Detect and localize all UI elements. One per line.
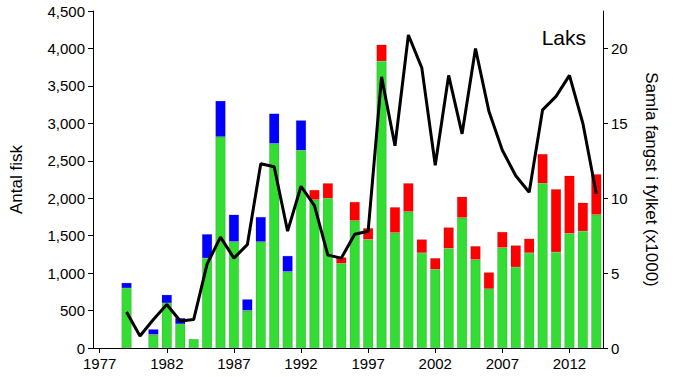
svg-text:1,000: 1,000 <box>47 265 85 282</box>
svg-text:1977: 1977 <box>83 355 116 372</box>
svg-text:0: 0 <box>611 340 619 357</box>
svg-text:2007: 2007 <box>486 355 519 372</box>
svg-text:2012: 2012 <box>553 355 586 372</box>
svg-text:0: 0 <box>77 340 85 357</box>
svg-text:Antal fisk: Antal fisk <box>7 145 26 214</box>
svg-text:2,500: 2,500 <box>47 152 85 169</box>
svg-text:1997: 1997 <box>351 355 384 372</box>
svg-text:3,500: 3,500 <box>47 77 85 94</box>
svg-text:2,000: 2,000 <box>47 190 85 207</box>
svg-text:3,000: 3,000 <box>47 115 85 132</box>
svg-text:4,500: 4,500 <box>47 3 85 20</box>
svg-text:1987: 1987 <box>217 355 250 372</box>
svg-text:1,500: 1,500 <box>47 227 85 244</box>
svg-text:500: 500 <box>60 302 85 319</box>
svg-text:4,000: 4,000 <box>47 40 85 57</box>
svg-text:20: 20 <box>611 40 628 57</box>
svg-text:Samla fangst i fylket (x1000): Samla fangst i fylket (x1000) <box>642 72 661 286</box>
svg-text:1982: 1982 <box>150 355 183 372</box>
svg-text:2002: 2002 <box>419 355 452 372</box>
svg-text:15: 15 <box>611 115 628 132</box>
svg-text:10: 10 <box>611 190 628 207</box>
svg-text:5: 5 <box>611 265 619 282</box>
svg-text:Laks: Laks <box>542 26 586 49</box>
svg-text:1992: 1992 <box>284 355 317 372</box>
